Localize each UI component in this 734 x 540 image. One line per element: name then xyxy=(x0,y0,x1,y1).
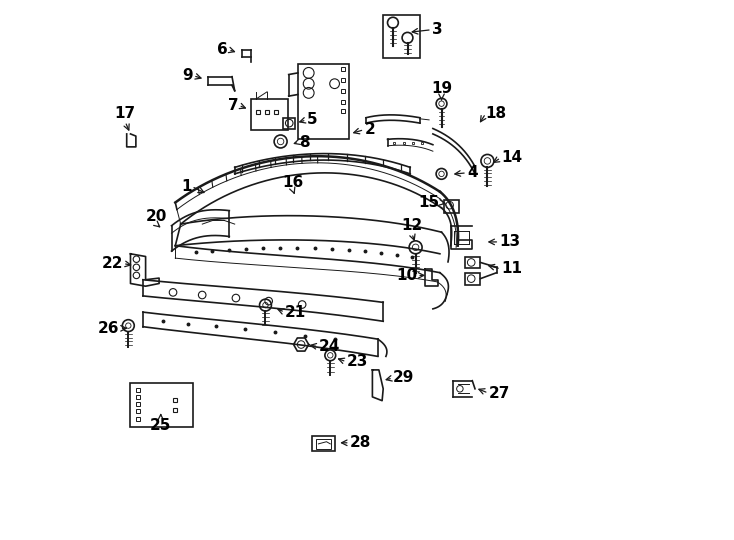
Text: 11: 11 xyxy=(501,261,522,276)
Text: 2: 2 xyxy=(364,122,375,137)
Text: 17: 17 xyxy=(115,106,136,122)
Text: 14: 14 xyxy=(501,150,522,165)
Bar xyxy=(131,383,192,427)
Text: 25: 25 xyxy=(150,418,172,434)
Bar xyxy=(443,200,459,213)
Bar xyxy=(283,118,295,129)
Bar xyxy=(465,256,480,268)
Text: 27: 27 xyxy=(489,386,510,401)
Text: 4: 4 xyxy=(467,165,478,180)
Bar xyxy=(312,436,335,451)
Text: 3: 3 xyxy=(432,22,443,37)
Text: 16: 16 xyxy=(283,175,304,190)
Bar xyxy=(316,439,331,449)
Text: 23: 23 xyxy=(346,354,368,369)
Bar xyxy=(251,99,288,130)
Bar xyxy=(465,273,480,285)
Text: 7: 7 xyxy=(228,98,239,113)
Text: 28: 28 xyxy=(349,435,371,450)
Text: 10: 10 xyxy=(396,268,417,283)
Text: 13: 13 xyxy=(499,234,520,249)
Text: 19: 19 xyxy=(431,81,452,96)
Text: 20: 20 xyxy=(146,209,167,224)
Bar xyxy=(298,64,349,139)
Text: 1: 1 xyxy=(181,179,192,194)
Text: 5: 5 xyxy=(307,112,317,127)
Text: 22: 22 xyxy=(101,256,123,271)
Text: 6: 6 xyxy=(217,42,228,57)
Text: 18: 18 xyxy=(486,106,507,121)
Text: 9: 9 xyxy=(183,68,193,83)
Text: 24: 24 xyxy=(319,339,340,354)
Text: 15: 15 xyxy=(419,195,440,210)
Text: 21: 21 xyxy=(285,305,306,320)
Text: 29: 29 xyxy=(393,370,414,386)
Text: 26: 26 xyxy=(98,321,120,336)
Text: 8: 8 xyxy=(299,134,310,150)
Text: 12: 12 xyxy=(401,218,423,233)
Bar xyxy=(383,15,420,58)
